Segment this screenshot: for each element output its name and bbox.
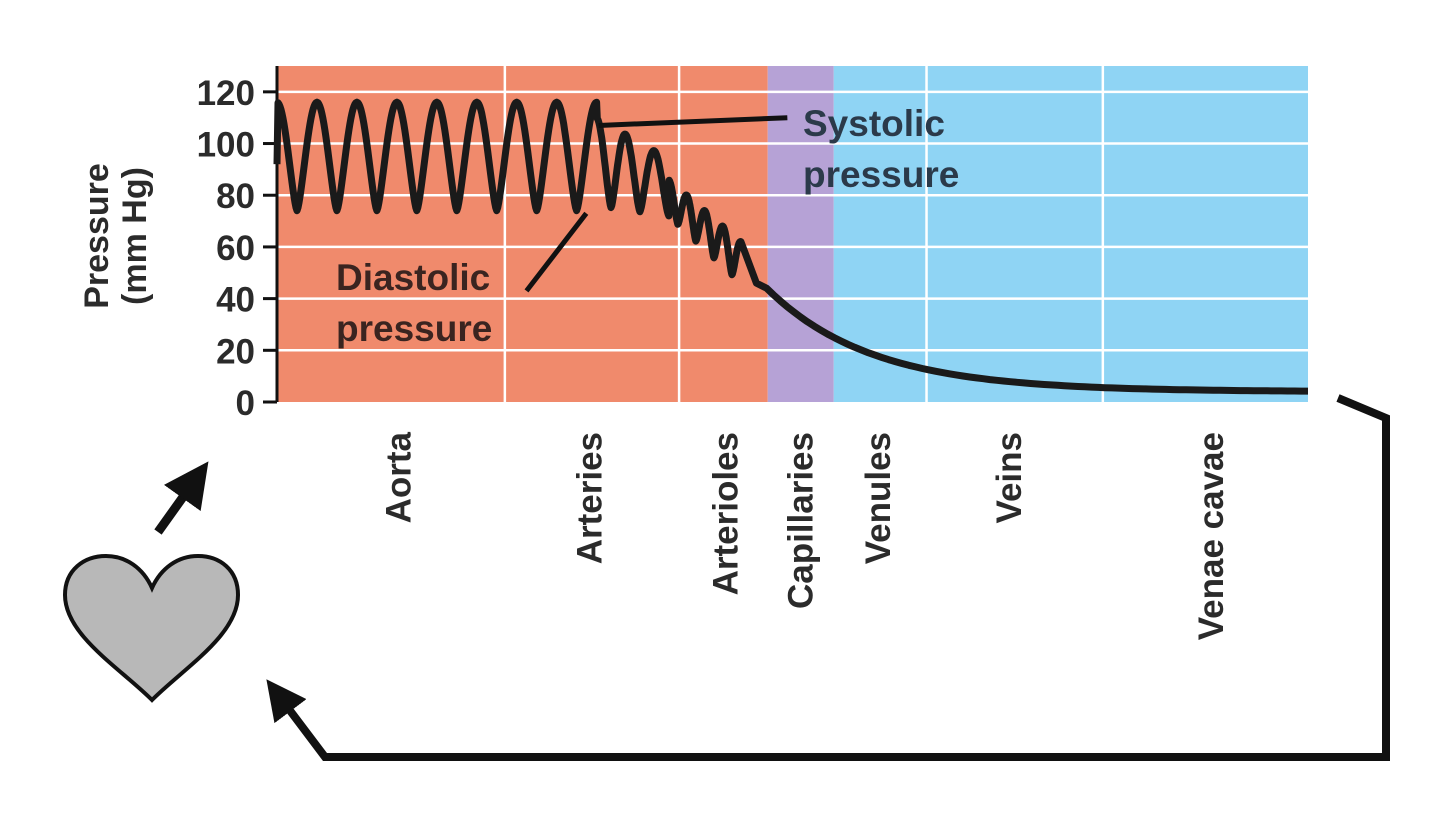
vessel-label: Veins: [990, 432, 1029, 523]
y-tick-label: 20: [216, 332, 255, 371]
diastolic-label-line: Diastolic: [336, 257, 490, 298]
y-axis-label: Pressure(mm Hg): [78, 163, 154, 309]
vessel-label: Arterioles: [707, 432, 746, 595]
diastolic-pointer: [524, 211, 589, 293]
systolic-label-line: Systolic: [803, 103, 945, 144]
diastolic-label: Diastolic pressure: [336, 257, 492, 349]
y-tick-label: 0: [236, 384, 255, 423]
y-tick-label: 100: [197, 126, 255, 165]
axes: 0 20 40 60 80 100 120 Pressure(mm Hg): [78, 66, 279, 423]
systolic-label-line: pressure: [803, 154, 959, 195]
region-capillary: [767, 66, 834, 402]
systolic-pointer: [598, 115, 788, 128]
vessel-label: Arteries: [570, 432, 609, 564]
pressure-curve: [273, 98, 1308, 395]
circulation-loop: [62, 394, 1390, 761]
y-tick-label: 40: [216, 281, 255, 320]
vessel-label: Capillaries: [782, 432, 821, 609]
pressure-line: [273, 98, 1308, 395]
diastolic-label-line: pressure: [336, 308, 492, 349]
systolic-label: Systolic pressure: [803, 103, 959, 195]
y-tick-label: 60: [216, 229, 255, 268]
venous-return-arrow: [266, 394, 1390, 761]
annotations: Systolic pressure Diastolic pressure: [336, 103, 959, 349]
y-axis-label-line: (mm Hg): [116, 167, 154, 305]
y-tick-label: 120: [197, 74, 255, 113]
y-axis-label-line: Pressure: [78, 163, 116, 309]
vessel-label: Aorta: [380, 431, 419, 523]
y-tick-label: 80: [216, 177, 255, 216]
aorta-exit-arrow: [154, 461, 209, 535]
vessel-label: Venules: [859, 432, 898, 564]
region-venous: [833, 66, 1308, 402]
vessel-labels: Aorta Arteries Arterioles Capillaries Venule…: [380, 431, 1231, 640]
vessel-label: Venae cavae: [1192, 432, 1231, 640]
heart-icon: [62, 553, 241, 703]
